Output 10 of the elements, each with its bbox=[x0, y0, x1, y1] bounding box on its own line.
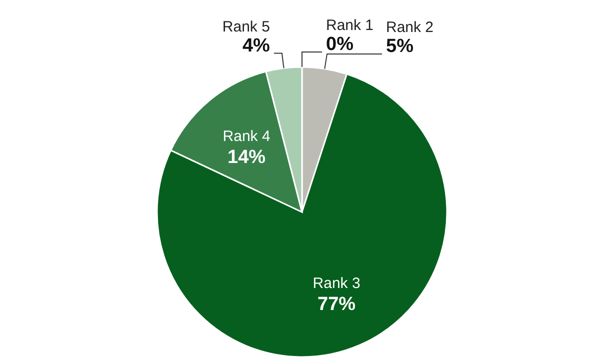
data-label: 14% bbox=[228, 146, 266, 168]
data-label: 4% bbox=[242, 35, 270, 56]
text: 0% bbox=[326, 34, 354, 55]
data-label: 5% bbox=[386, 36, 414, 57]
data-label: 77% bbox=[318, 294, 356, 315]
slice-label: Rank 5 bbox=[222, 18, 270, 36]
category-label: Rank 1 bbox=[326, 17, 374, 34]
slice-label: Rank 4 bbox=[222, 128, 270, 145]
slice-label: Rank 3 bbox=[312, 274, 360, 292]
slice-label: Rank 2 bbox=[386, 18, 434, 36]
